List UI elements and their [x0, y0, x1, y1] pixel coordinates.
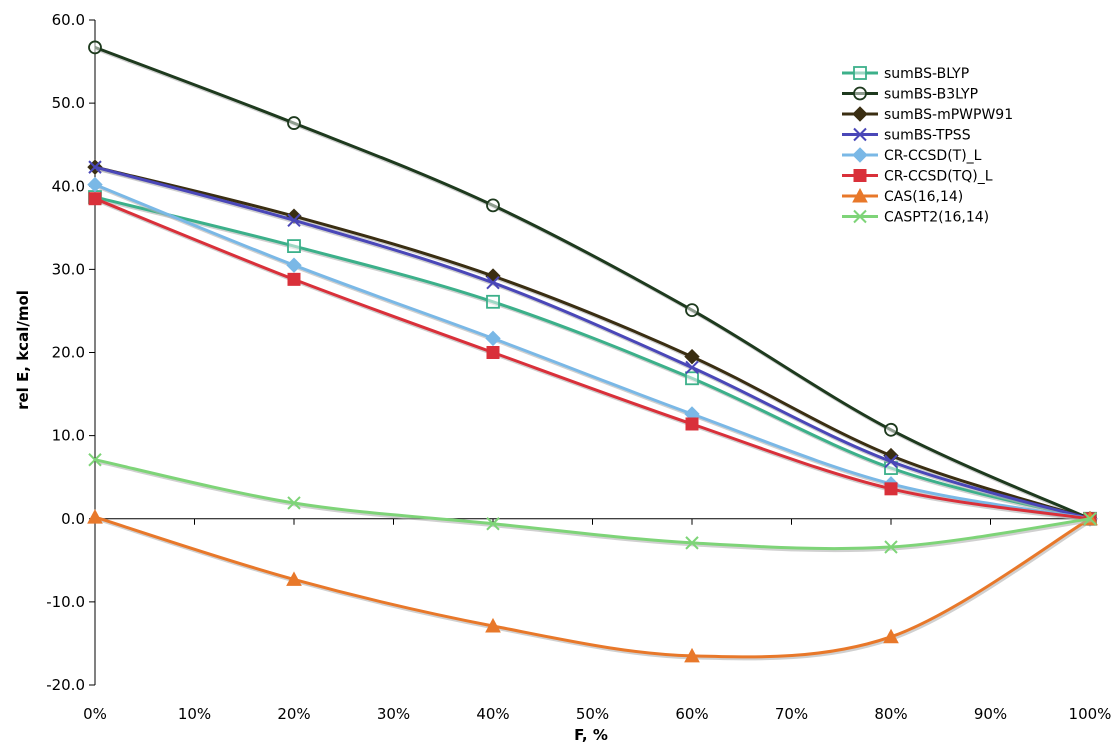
legend-label: CASPT2(16,14) — [884, 210, 989, 226]
data-point — [88, 510, 102, 523]
data-point — [686, 304, 698, 316]
data-point — [686, 418, 698, 430]
legend-item: CAS(16,14) — [842, 189, 963, 205]
y-tick-label: 10.0 — [52, 427, 85, 445]
x-tick-label: 80% — [874, 705, 907, 723]
data-point — [89, 193, 101, 205]
data-point — [885, 483, 897, 495]
data-point — [89, 41, 101, 53]
legend-item: sumBS-mPWPW91 — [842, 107, 1013, 123]
y-tick-label: 60.0 — [52, 11, 85, 29]
data-point — [686, 372, 698, 384]
y-tick-label: 30.0 — [52, 260, 85, 278]
x-axis-label: F, % — [574, 726, 608, 744]
legend-label: sumBS-mPWPW91 — [884, 107, 1013, 123]
legend-label: sumBS-B3LYP — [884, 87, 978, 103]
series-cr-ccsd-t-l — [88, 178, 1097, 526]
x-tick-label: 10% — [178, 705, 211, 723]
legend-label: sumBS-TPSS — [884, 128, 971, 144]
data-point — [487, 347, 499, 359]
data-point — [487, 296, 499, 308]
data-point — [288, 240, 300, 252]
legend-label: CAS(16,14) — [884, 189, 963, 205]
legend-item: sumBS-BLYP — [842, 66, 969, 82]
series-line-shadow — [97, 519, 1092, 659]
x-tick-label: 60% — [675, 705, 708, 723]
legend-marker — [853, 148, 867, 162]
y-tick-label: -10.0 — [46, 593, 85, 611]
legend-marker — [853, 107, 867, 121]
legend-marker — [854, 67, 866, 79]
legend-item: CASPT2(16,14) — [842, 210, 989, 226]
y-tick-label: 20.0 — [52, 344, 85, 362]
series-caspt2-16-14 — [89, 454, 1096, 553]
y-tick-label: 50.0 — [52, 94, 85, 112]
data-point — [885, 424, 897, 436]
x-tick-label: 20% — [277, 705, 310, 723]
data-point — [287, 258, 301, 272]
x-tick-label: 30% — [377, 705, 410, 723]
y-tick-label: 40.0 — [52, 177, 85, 195]
legend-label: CR-CCSD(TQ)_L — [884, 169, 993, 185]
y-tick-label: 0.0 — [61, 510, 85, 528]
x-tick-label: 0% — [83, 705, 107, 723]
data-point — [288, 273, 300, 285]
legend-item: CR-CCSD(TQ)_L — [842, 169, 993, 185]
x-tick-label: 100% — [1069, 705, 1112, 723]
x-tick-label: 50% — [576, 705, 609, 723]
series-line — [95, 517, 1090, 657]
data-point — [288, 117, 300, 129]
x-tick-label: 40% — [476, 705, 509, 723]
y-tick-label: -20.0 — [46, 676, 85, 694]
x-tick-label: 90% — [974, 705, 1007, 723]
legend-item: sumBS-B3LYP — [842, 87, 978, 103]
legend-label: CR-CCSD(T)_L — [884, 148, 982, 164]
legend-marker — [854, 88, 866, 100]
x-tick-label: 70% — [775, 705, 808, 723]
legend-item: sumBS-TPSS — [842, 128, 971, 144]
legend-item: CR-CCSD(T)_L — [842, 148, 982, 164]
data-point — [487, 199, 499, 211]
y-axis-label: rel E, kcal/mol — [14, 290, 32, 410]
legend-label: sumBS-BLYP — [884, 66, 969, 82]
legend-marker — [854, 170, 866, 182]
legend: sumBS-BLYP sumBS-B3LYP sumBS-mPWPW91 sumBS-… — [842, 66, 1013, 226]
